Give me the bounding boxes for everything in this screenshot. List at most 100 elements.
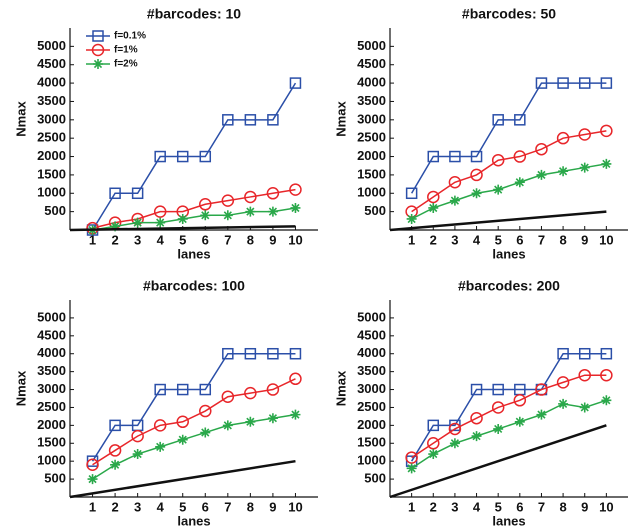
y-tick-label: 4000	[357, 345, 386, 360]
marker-star	[132, 449, 143, 460]
marker-circle	[535, 142, 548, 156]
x-tick-label: 6	[516, 232, 523, 247]
marker-star	[222, 420, 233, 431]
y-tick-label: 5000	[357, 309, 386, 324]
marker-circle	[199, 198, 212, 211]
marker-star	[601, 395, 612, 406]
marker-circle	[221, 194, 235, 207]
legend-label: f=0.1%	[114, 31, 146, 42]
marker-star	[536, 409, 547, 420]
marker-circle	[153, 419, 167, 432]
x-tick-label: 4	[473, 232, 481, 247]
x-axis-label: lanes	[177, 513, 210, 528]
y-tick-label: 2000	[37, 148, 66, 163]
subplot: #barcodes: 10500100015002000250030003500…	[13, 6, 318, 261]
x-tick-label: 1	[408, 232, 415, 247]
legend-marker	[93, 59, 103, 69]
x-tick-label: 4	[157, 499, 165, 514]
marker-square	[470, 150, 483, 163]
series-line	[389, 210, 607, 232]
marker-circle	[266, 383, 280, 396]
marker-square	[154, 150, 166, 163]
x-tick-label: 1	[89, 232, 96, 247]
marker-circle	[470, 168, 483, 182]
marker-star	[110, 459, 121, 470]
y-tick-label: 2500	[37, 399, 66, 414]
legend-marker	[92, 30, 104, 42]
series-line	[410, 352, 607, 462]
marker-square	[154, 383, 166, 396]
marker-star	[558, 166, 569, 177]
y-tick-label: 2500	[357, 399, 386, 414]
marker-square	[557, 77, 569, 89]
x-tick-label: 9	[581, 232, 588, 247]
series-line	[92, 413, 296, 480]
marker-square	[600, 347, 613, 360]
marker-square	[427, 419, 440, 432]
y-tick-label: 5000	[37, 309, 66, 324]
marker-circle	[513, 394, 527, 407]
x-tick-label: 1	[89, 499, 96, 514]
marker-star	[222, 210, 233, 221]
x-tick-label: 3	[451, 232, 458, 247]
x-tick-label: 6	[202, 232, 209, 247]
marker-star	[558, 398, 569, 409]
marker-circle	[108, 444, 122, 457]
x-tick-label: 5	[495, 232, 502, 247]
series-line	[92, 378, 296, 466]
series-line	[69, 459, 296, 499]
marker-square	[470, 383, 483, 396]
marker-square	[109, 419, 121, 432]
y-tick-label: 500	[44, 203, 66, 218]
marker-star	[514, 177, 525, 188]
y-tick-label: 5000	[37, 38, 66, 53]
y-tick-label: 1500	[357, 435, 386, 450]
x-axis-label: lanes	[492, 246, 525, 261]
y-tick-label: 5000	[357, 38, 386, 53]
chart-title: #barcodes: 10	[147, 6, 241, 22]
series-line	[91, 352, 296, 462]
y-tick-label: 3500	[37, 93, 66, 108]
y-tick-label: 3500	[37, 363, 66, 378]
y-tick-label: 500	[364, 203, 386, 218]
y-tick-label: 1000	[37, 185, 66, 200]
subplot: #barcodes: 20050010001500200025003000350…	[333, 278, 628, 528]
x-axis-label: lanes	[177, 246, 210, 261]
marker-square	[199, 383, 212, 396]
y-tick-label: 3000	[37, 111, 66, 126]
marker-square	[244, 347, 257, 360]
marker-circle	[289, 372, 302, 386]
marker-circle	[176, 415, 189, 429]
y-tick-label: 1500	[37, 166, 66, 181]
y-tick-label: 500	[364, 471, 386, 486]
y-tick-label: 1000	[37, 453, 66, 468]
y-tick-label: 4500	[357, 327, 386, 342]
y-tick-label: 4500	[357, 56, 386, 71]
y-tick-label: 2500	[357, 130, 386, 145]
x-tick-label: 7	[224, 232, 231, 247]
x-tick-label: 8	[247, 232, 254, 247]
y-tick-label: 3500	[357, 363, 386, 378]
marker-star	[132, 217, 143, 228]
y-tick-label: 3500	[357, 93, 386, 108]
marker-circle	[244, 190, 257, 204]
x-tick-label: 8	[247, 499, 254, 514]
marker-star	[579, 402, 590, 413]
x-tick-label: 4	[157, 232, 165, 247]
series-line	[410, 82, 607, 194]
marker-circle	[513, 150, 527, 163]
x-tick-label: 5	[179, 232, 186, 247]
x-tick-label: 3	[451, 499, 458, 514]
x-tick-label: 10	[288, 499, 302, 514]
marker-star	[493, 184, 504, 195]
y-tick-label: 3000	[37, 381, 66, 396]
y-tick-label: 2000	[37, 417, 66, 432]
x-axis-label: lanes	[492, 513, 525, 528]
marker-square	[289, 77, 302, 89]
y-tick-label: 1000	[357, 453, 386, 468]
marker-square	[199, 150, 212, 163]
series-line	[411, 163, 607, 220]
marker-circle	[427, 190, 440, 204]
marker-square	[514, 114, 526, 126]
series-line	[92, 188, 296, 229]
